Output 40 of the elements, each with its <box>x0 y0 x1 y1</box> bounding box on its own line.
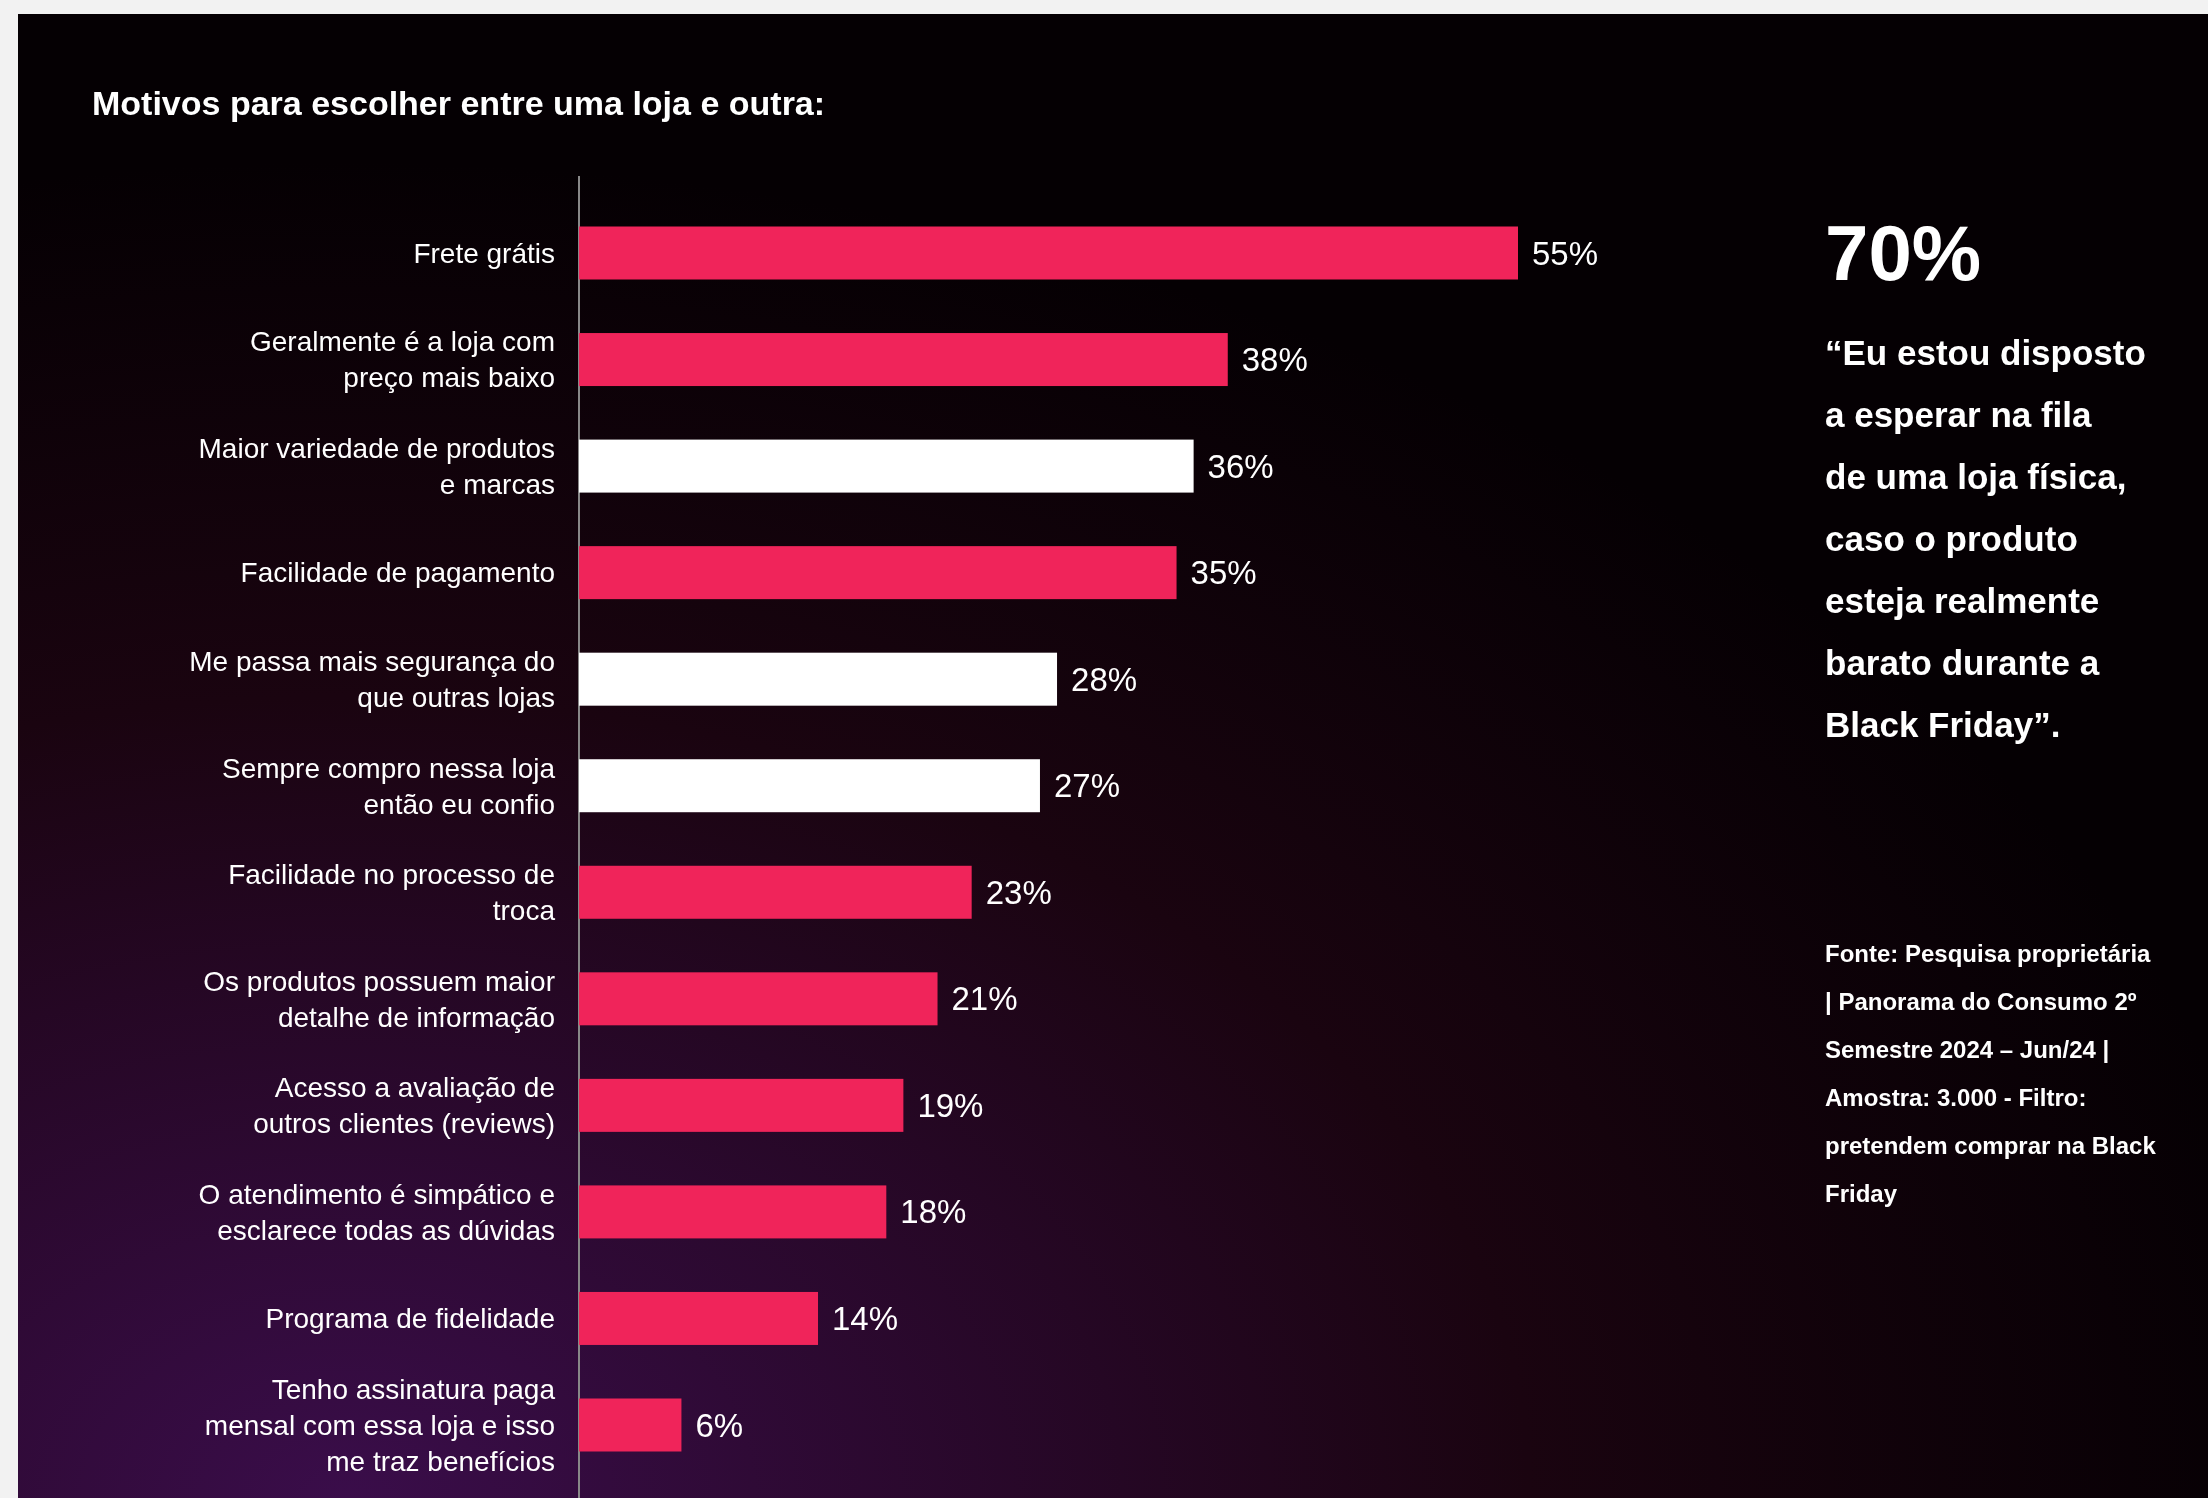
data-label: 19% <box>917 1086 984 1124</box>
y-tick-label: O atendimento é simpático e esclarece todas as dúvidas <box>198 1178 555 1246</box>
bar <box>579 333 1228 387</box>
y-tick-label: Programa de fidelidade <box>265 1303 555 1335</box>
data-label: 21% <box>951 980 1018 1018</box>
text: 70% <box>1825 209 1982 297</box>
y-tick-label: Acesso a avaliação de outros clientes (reviews) <box>253 1072 555 1140</box>
data-label: 55% <box>1532 234 1599 272</box>
y-tick-label: Geralmente é a loja com preço mais baixo <box>249 326 555 394</box>
bar <box>579 865 972 919</box>
data-label: 36% <box>1207 447 1274 485</box>
y-tick-label: Os produtos possuem maior detalhe de informação <box>203 965 555 1033</box>
bar <box>579 1078 904 1132</box>
data-label: 38% <box>1241 341 1308 379</box>
chart-title: Motivos para escolher entre uma loja e outra: <box>92 83 826 122</box>
bar <box>579 1398 682 1452</box>
data-label: 18% <box>900 1193 967 1231</box>
data-label: 28% <box>1071 660 1138 698</box>
data-label: 14% <box>832 1300 899 1337</box>
y-tick-label: Me passa mais segurança do que outras lojas <box>189 645 555 713</box>
source-note: Fonte: Pesquisa proprietária | Panorama do Consumo 2º Semestre 2024 – Jun/24 | Amostra: 3.000 - Filtro: pretendem comprar na Black Friday <box>1825 940 2157 1207</box>
data-label: 6% <box>695 1406 744 1444</box>
bar <box>579 226 1518 280</box>
y-tick-label: Tenho assinatura paga mensal com essa loja e isso me traz benefícios <box>204 1373 556 1477</box>
bar <box>579 652 1058 706</box>
data-label: 27% <box>1053 767 1121 805</box>
y-tick-label: Facilidade no processo de troca <box>228 859 556 927</box>
bar <box>579 759 1040 813</box>
y-tick-label: Facilidade de pagamento <box>240 557 555 589</box>
y-tick-label: Sempre compro nessa loja então eu confio <box>221 752 556 820</box>
data-label: 23% <box>985 873 1052 911</box>
data-label: 35% <box>1190 554 1257 592</box>
bar <box>579 439 1194 493</box>
bar <box>579 972 938 1026</box>
bar <box>579 1291 819 1345</box>
y-tick-label: Maior variedade de produtos e marcas <box>198 432 555 500</box>
bar <box>579 546 1177 600</box>
bar <box>579 1185 887 1239</box>
y-tick-label: Frete grátis <box>413 237 555 269</box>
text: “Eu estou disposto a esperar na fila de uma loja física, caso o produto esteja realmente barato durante a Black Friday”. <box>1825 333 2146 744</box>
